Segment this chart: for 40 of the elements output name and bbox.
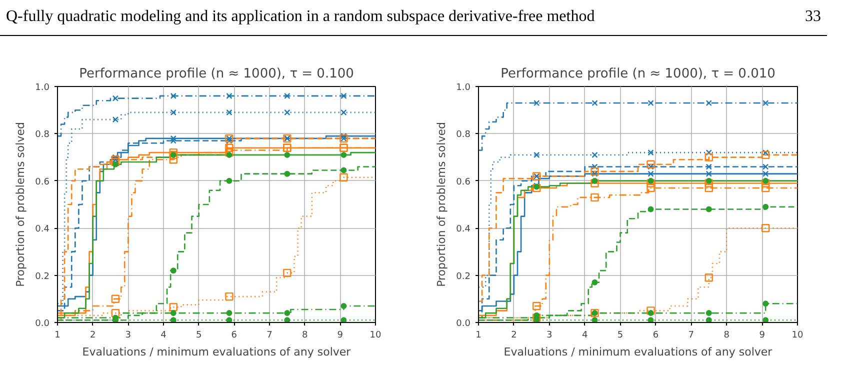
x-tick-label: 7 [688, 330, 694, 340]
y-tick-label: 0.6 [35, 177, 50, 188]
y-tick-label: 0.6 [456, 177, 471, 188]
text: 33 [805, 7, 821, 27]
x-tick-label: 10 [792, 330, 804, 340]
y-tick-label: 0.2 [35, 272, 50, 282]
y-tick-label: 0.8 [456, 130, 471, 140]
x-axis-title: Evaluations / minimum evaluations of any solver [504, 346, 773, 358]
x-tick-label: 5 [196, 330, 202, 340]
chart-title: Performance profile (n ≈ 1000), τ = 0.010 [500, 66, 776, 82]
y-tick-label: 1.0 [456, 83, 471, 93]
x-tick-label: 9 [759, 330, 766, 340]
x-tick-label: 4 [160, 330, 167, 340]
y-tick-label: 0.0 [456, 319, 471, 329]
x-tick-label: 10 [370, 330, 382, 340]
x-tick-label: 7 [266, 330, 272, 340]
y-tick-label: 0.2 [456, 272, 471, 282]
x-tick-label: 3 [125, 330, 132, 340]
x-tick-label: 1 [54, 330, 60, 340]
x-tick-label: 2 [511, 330, 517, 340]
x-tick-label: 5 [617, 330, 624, 340]
x-tick-label: 9 [337, 330, 344, 340]
y-tick-label: 0.8 [35, 130, 50, 140]
x-tick-label: 3 [546, 330, 552, 340]
y-tick-label: 1.0 [35, 83, 50, 93]
x-tick-label: 6 [652, 330, 659, 340]
text: Q-fully quadratic modeling and its application in a random subspace derivative-free method [6, 7, 595, 27]
x-tick-label: 2 [90, 330, 96, 340]
x-axis-title: Evaluations / minimum evaluations of any solver [82, 346, 352, 358]
y-axis-title: Proportion of problems solved [14, 122, 28, 287]
x-tick-label: 4 [582, 330, 588, 340]
y-tick-label: 0.4 [35, 224, 50, 235]
y-tick-label: 0.0 [35, 319, 50, 329]
x-tick-label: 8 [302, 330, 308, 340]
x-tick-label: 1 [476, 330, 482, 340]
y-tick-label: 0.4 [456, 224, 471, 235]
y-axis-title: Proportion of problems solved [435, 122, 448, 287]
x-tick-label: 8 [724, 330, 730, 340]
chart-title: Performance profile (n ≈ 1000), τ = 0.100 [79, 66, 354, 82]
x-tick-label: 6 [231, 330, 238, 340]
